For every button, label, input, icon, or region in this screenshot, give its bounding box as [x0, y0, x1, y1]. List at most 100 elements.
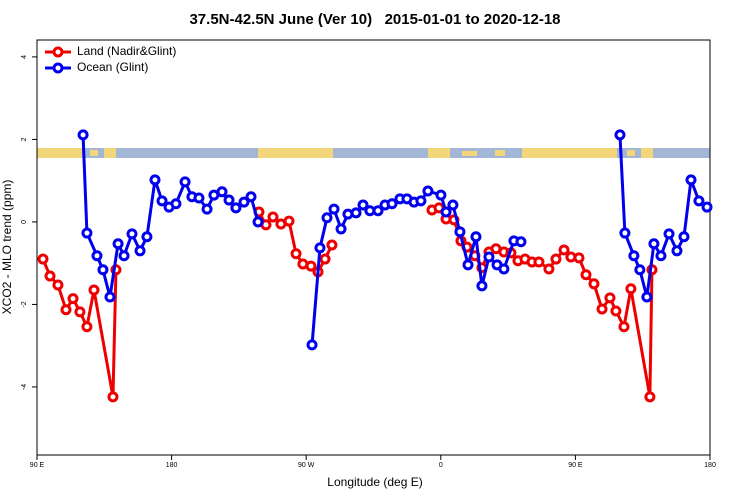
point	[81, 227, 93, 239]
point	[252, 216, 264, 228]
point	[201, 203, 213, 215]
series	[77, 129, 713, 351]
point	[357, 199, 369, 211]
point	[74, 306, 86, 318]
point	[558, 244, 570, 256]
point	[470, 231, 482, 243]
point	[223, 194, 235, 206]
point	[628, 250, 640, 262]
point	[693, 195, 705, 207]
x-tick-label: 180	[704, 462, 716, 469]
point	[238, 196, 250, 208]
point	[614, 129, 626, 141]
point	[37, 253, 49, 265]
point	[663, 228, 675, 240]
point	[67, 293, 79, 305]
legend-label: Land (Nadir&Glint)	[77, 44, 176, 58]
point	[319, 253, 331, 265]
point	[483, 251, 495, 263]
point	[179, 176, 191, 188]
point	[462, 259, 474, 271]
point	[328, 203, 340, 215]
point	[386, 198, 398, 210]
legend-label: Ocean (Glint)	[77, 60, 148, 74]
series	[37, 202, 658, 403]
point	[326, 239, 338, 251]
point	[604, 292, 616, 304]
point	[372, 205, 384, 217]
point	[88, 284, 100, 296]
point	[149, 174, 161, 186]
point	[267, 211, 279, 223]
point	[112, 238, 124, 250]
point	[77, 129, 89, 141]
point	[610, 305, 622, 317]
point	[216, 186, 228, 198]
point	[44, 270, 56, 282]
x-tick-label: 0	[439, 462, 443, 469]
point	[641, 291, 653, 303]
point	[52, 279, 64, 291]
point	[550, 253, 562, 265]
point	[60, 304, 72, 316]
point	[543, 263, 555, 275]
x-tick-label: 90 E	[30, 462, 45, 469]
point	[588, 278, 600, 290]
point	[134, 245, 146, 257]
point	[141, 231, 153, 243]
point	[644, 391, 656, 403]
point	[454, 226, 466, 238]
x-tick-label: 90 E	[568, 462, 583, 469]
y-tick-label: -4	[21, 384, 28, 390]
y-tick-label: 0	[21, 220, 28, 224]
point	[305, 260, 317, 272]
point	[498, 263, 510, 275]
point	[685, 174, 697, 186]
point	[415, 195, 427, 207]
point	[533, 256, 545, 268]
point	[447, 199, 459, 211]
point	[619, 227, 631, 239]
plot-frame	[36, 39, 711, 456]
point	[314, 242, 326, 254]
point	[625, 283, 637, 295]
y-tick-label: -2	[21, 301, 28, 307]
point	[81, 321, 93, 333]
point	[435, 189, 447, 201]
point	[515, 236, 527, 248]
y-axis-label: XCO2 - MLO trend (ppm)	[0, 180, 14, 315]
point	[580, 269, 592, 281]
point	[701, 201, 713, 213]
point	[476, 280, 488, 292]
point	[118, 250, 130, 262]
point	[126, 228, 138, 240]
point	[655, 250, 667, 262]
legend-marker	[52, 46, 64, 58]
point	[634, 264, 646, 276]
x-tick-label: 90 W	[298, 462, 315, 469]
point	[107, 391, 119, 403]
point	[156, 195, 168, 207]
point	[573, 252, 585, 264]
point	[596, 303, 608, 315]
point	[321, 212, 333, 224]
point	[618, 321, 630, 333]
legend-marker	[52, 62, 64, 74]
point	[97, 264, 109, 276]
point	[193, 192, 205, 204]
point	[335, 223, 347, 235]
point	[422, 185, 434, 197]
point	[678, 231, 690, 243]
y-tick-label: 4	[21, 55, 28, 59]
point	[306, 339, 318, 351]
y-tick-label: 2	[21, 137, 28, 141]
point	[440, 206, 452, 218]
point	[648, 238, 660, 250]
point	[245, 191, 257, 203]
point	[104, 291, 116, 303]
point	[170, 198, 182, 210]
chart-title: 37.5N-42.5N June (Ver 10) 2015-01-01 to …	[189, 11, 560, 28]
point	[290, 248, 302, 260]
x-axis-label: Longitude (deg E)	[327, 475, 422, 489]
x-tick-label: 180	[166, 462, 178, 469]
